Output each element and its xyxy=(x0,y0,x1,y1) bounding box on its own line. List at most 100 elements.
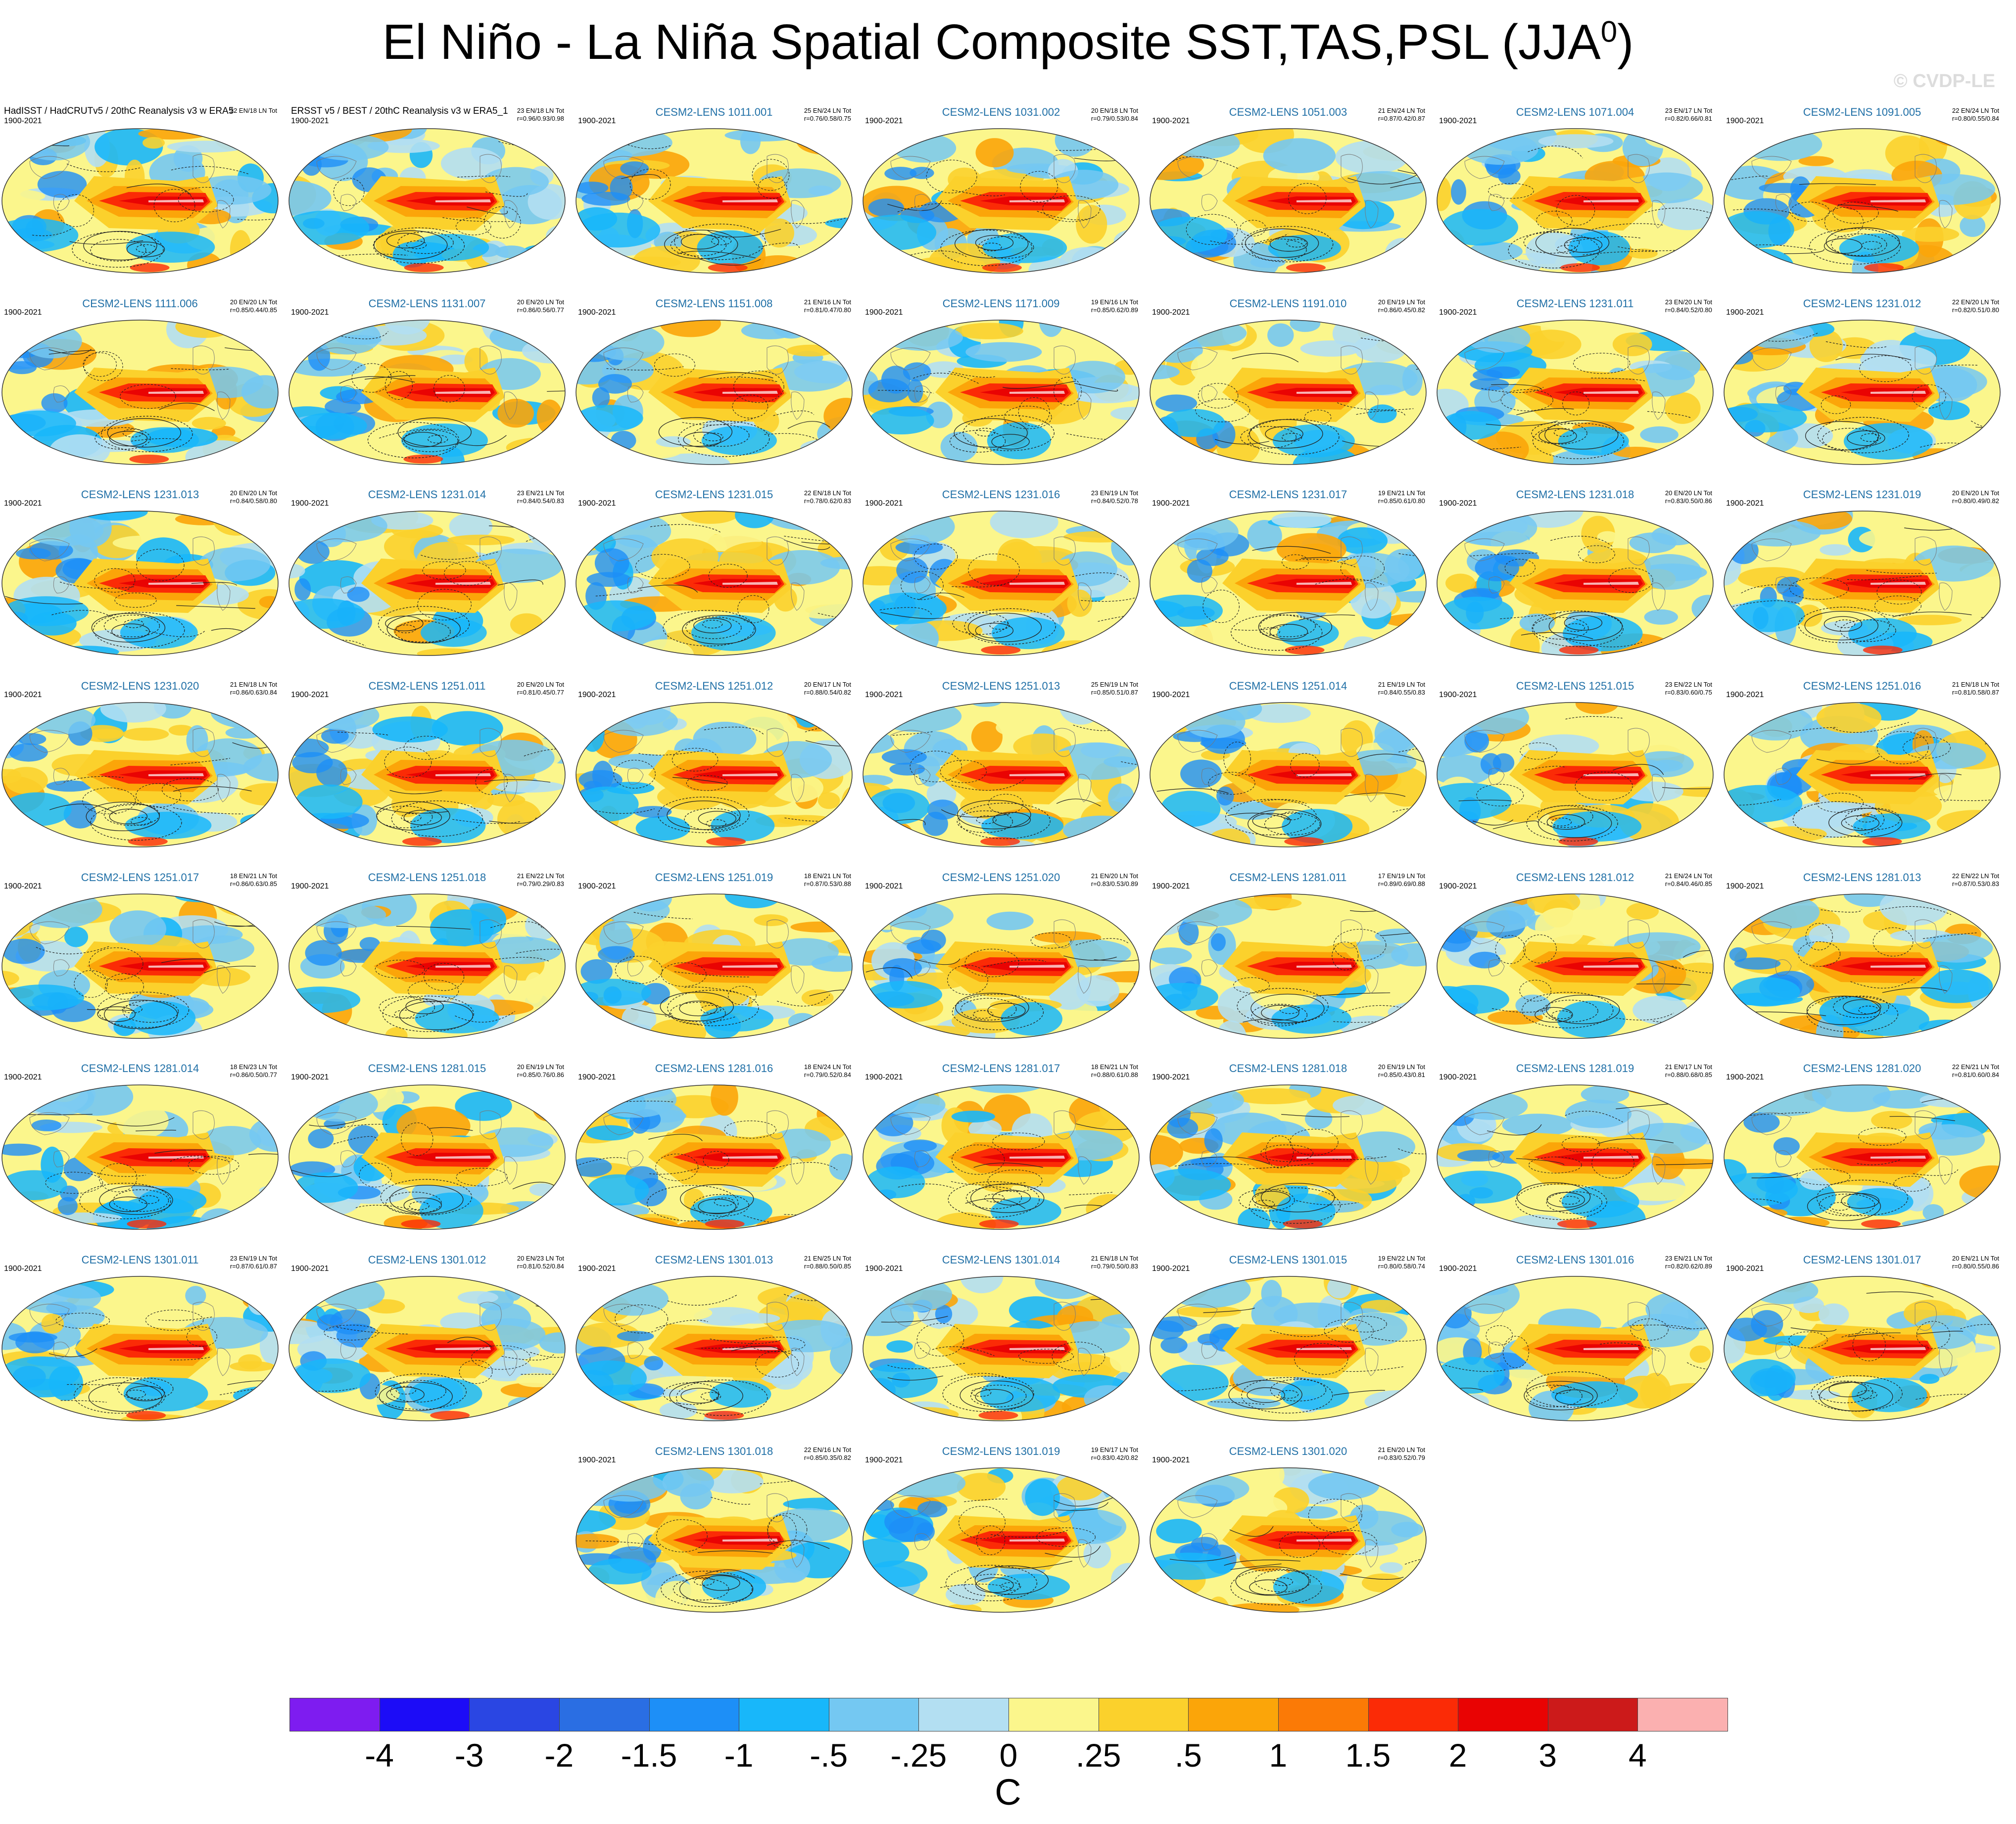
psl-contour xyxy=(69,240,144,245)
coastline xyxy=(217,391,231,420)
coastline xyxy=(217,200,231,229)
anomaly-patch xyxy=(1150,1386,1178,1410)
psl-contour xyxy=(161,958,230,964)
panel-event-count: 21 EN/24 LN Tot xyxy=(1665,872,1712,880)
psl-contour xyxy=(408,980,459,1003)
psl-contour xyxy=(1001,1582,1021,1591)
anomaly-patch xyxy=(113,1018,136,1036)
cool-region xyxy=(303,511,387,542)
anomaly-patch xyxy=(2,450,55,465)
map-border xyxy=(576,511,853,656)
psl-contour xyxy=(1242,226,1334,263)
anomaly-patch xyxy=(986,911,1034,931)
psl-contour xyxy=(1741,584,1799,594)
anomaly-patch xyxy=(1626,902,1659,920)
psl-contour xyxy=(1792,801,1885,838)
anomaly-patch xyxy=(1960,215,1986,237)
psl-contour xyxy=(901,571,944,600)
coastline xyxy=(316,347,357,371)
map-border xyxy=(1,511,279,656)
cool-region xyxy=(588,1558,652,1585)
panel-stats: 22 EN/16 LN Tot r=0.85/0.35/0.82 xyxy=(804,1446,851,1462)
anomaly-patch xyxy=(1724,1010,1735,1034)
anomaly-patch xyxy=(1724,251,1747,273)
cool-region xyxy=(598,1282,669,1316)
map-panel: CESM2-LENS 1281.014 1900-2021 18 EN/23 LN … xyxy=(0,1060,280,1233)
cool-region xyxy=(1001,1002,1062,1036)
panel-period: 1900-2021 xyxy=(578,499,616,508)
cool-region xyxy=(887,511,955,545)
southern-warm-anomaly xyxy=(1557,1219,1597,1228)
colorbar-tick-label: 4 xyxy=(1629,1737,1647,1774)
southern-warm-anomaly xyxy=(1861,1219,1901,1228)
panel-event-count: 23 EN/20 LN Tot xyxy=(1665,298,1712,306)
psl-contour xyxy=(785,217,847,224)
panel-correlation: r=0.85/0.35/0.82 xyxy=(804,1454,851,1461)
map-panel: CESM2-LENS 1231.018 1900-2021 20 EN/20 LN … xyxy=(1435,486,1715,659)
panel-period: 1900-2021 xyxy=(4,308,42,317)
psl-contour xyxy=(683,431,721,448)
psl-contour xyxy=(1806,995,1881,1026)
anomaly-patch xyxy=(1735,894,1803,904)
anomaly-patch xyxy=(1809,924,1850,947)
psl-contour xyxy=(1546,814,1585,830)
anomaly-patch xyxy=(1725,129,1765,145)
coastline xyxy=(504,965,518,994)
anomaly-patch xyxy=(1072,632,1139,654)
anomaly-patch xyxy=(524,972,544,1004)
psl-contour xyxy=(1699,1389,1713,1395)
panel-correlation: r=0.80/0.58/0.74 xyxy=(1378,1263,1425,1270)
map-border xyxy=(576,128,853,274)
psl-contour xyxy=(767,1513,808,1546)
anomaly-patch xyxy=(1247,704,1311,723)
anomaly-patch xyxy=(660,320,721,337)
panel-correlation: r=0.88/0.61/0.88 xyxy=(1091,1071,1138,1078)
anomaly-patch xyxy=(1110,407,1139,421)
warm-core-highlight xyxy=(1009,773,1065,776)
psl-contour xyxy=(1742,244,1816,250)
coastline xyxy=(1341,154,1363,183)
psl-contour xyxy=(951,778,1026,791)
coastline xyxy=(914,1533,931,1550)
psl-contour xyxy=(1269,236,1308,252)
map-border xyxy=(576,1467,853,1613)
psl-contour xyxy=(658,417,733,447)
anomaly-patch xyxy=(536,399,563,434)
coastline xyxy=(340,194,357,211)
psl-contour xyxy=(403,809,442,826)
psl-contour xyxy=(485,191,528,197)
coastline xyxy=(1775,1342,1792,1359)
map-border xyxy=(1437,320,1714,465)
psl-contour xyxy=(471,1345,530,1370)
psl-contour xyxy=(1382,251,1426,257)
anomaly-patch xyxy=(1934,783,2000,799)
psl-contour xyxy=(976,815,997,824)
panel-correlation: r=0.81/0.52/0.84 xyxy=(517,1263,564,1270)
anomaly-patch xyxy=(248,1291,272,1315)
anomaly-patch xyxy=(633,245,700,273)
anomaly-patch xyxy=(1902,1218,1975,1229)
panel-title: CESM2-LENS 1231.014 xyxy=(368,488,486,501)
coastline xyxy=(1775,959,1792,977)
cool-region xyxy=(1731,977,1800,1007)
cool-region xyxy=(1746,1086,1826,1117)
map-border xyxy=(1437,1084,1714,1230)
anomaly-patch xyxy=(1979,894,2000,908)
panel-title: CESM2-LENS 1301.013 xyxy=(655,1254,773,1266)
cool-region xyxy=(709,1380,771,1408)
anomaly-patch xyxy=(633,702,658,707)
psl-contour xyxy=(1398,747,1426,756)
psl-contour xyxy=(1333,929,1387,961)
cool-anomaly xyxy=(2,1143,42,1156)
psl-contour xyxy=(1564,237,1603,253)
psl-contour xyxy=(1559,1196,1580,1205)
coastline xyxy=(1464,156,1505,179)
anomaly-patch xyxy=(1724,634,1760,655)
cool-region xyxy=(1440,411,1501,440)
anomaly-patch xyxy=(1526,233,1584,270)
psl-contour xyxy=(1588,223,1663,231)
psl-contour xyxy=(1856,814,1877,823)
psl-contour xyxy=(204,966,256,974)
map-panel: CESM2-LENS 1251.014 1900-2021 21 EN/19 LN … xyxy=(1148,678,1428,851)
anomaly-patch xyxy=(1207,1398,1281,1409)
